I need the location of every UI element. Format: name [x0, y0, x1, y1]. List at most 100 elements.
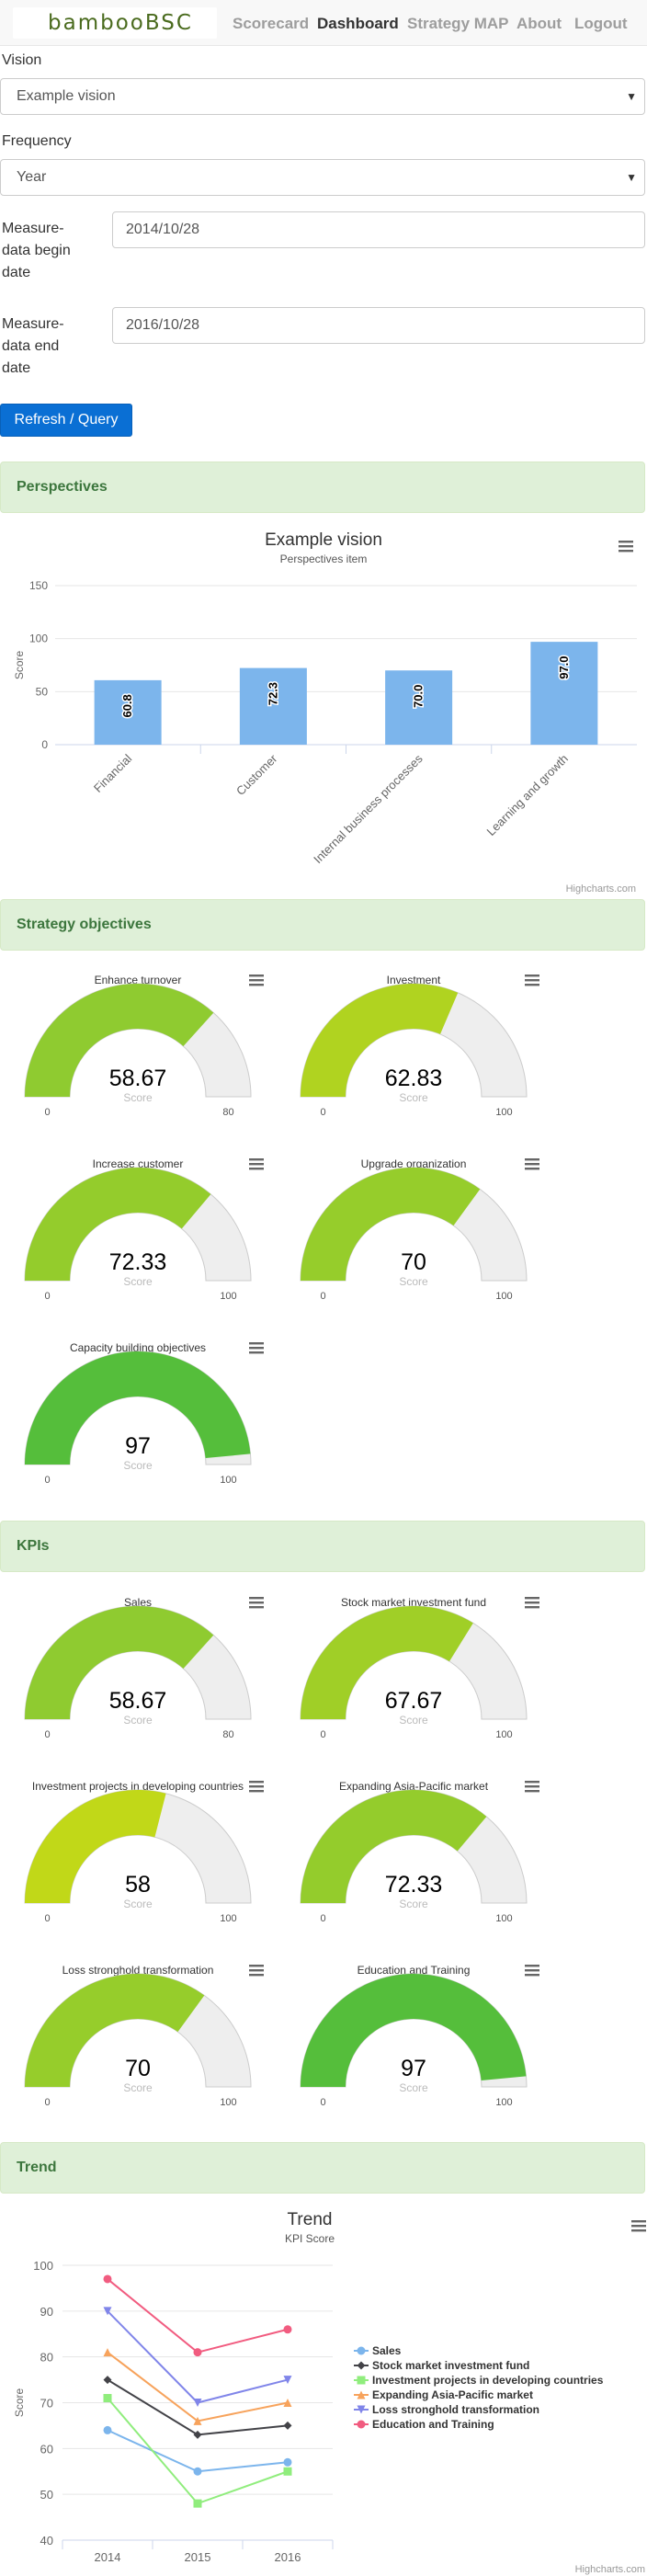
legend-marker	[357, 2420, 366, 2429]
caret-down-icon: ▼	[626, 171, 637, 184]
gauge-max-label: 100	[220, 1475, 236, 1486]
gauge-value: 58.67	[109, 1688, 167, 1714]
gauge-value: 72.33	[109, 1249, 167, 1275]
data-point-sales	[283, 2457, 292, 2467]
brand-logo[interactable]: bambooBSC	[13, 7, 217, 39]
gauge-value: 70	[125, 2056, 151, 2081]
legend-marker	[357, 2346, 366, 2355]
gauge-title: Upgrade organization	[361, 1157, 467, 1170]
menu-icon[interactable]	[630, 2219, 647, 2232]
gauge-label: Score	[399, 1091, 428, 1104]
data-point-loss-stronghold-transformation	[283, 2376, 292, 2385]
menu-icon[interactable]	[524, 1780, 540, 1793]
chart-title: Trend	[288, 2210, 333, 2229]
gauge-title: Loss stronghold transformation	[62, 1964, 214, 1977]
frequency-select[interactable]: Year ▼	[0, 159, 645, 196]
y-tick-label: 100	[29, 633, 48, 645]
end-date-input[interactable]	[112, 307, 645, 344]
gauge-min-label: 0	[44, 1913, 50, 1924]
gauge-min-label: 0	[320, 1107, 325, 1118]
y-tick-label: 100	[33, 2259, 53, 2273]
gauge-title: Sales	[124, 1596, 152, 1609]
bar-internal-business-processes	[385, 670, 453, 745]
vision-label: Vision	[2, 52, 42, 68]
menu-icon[interactable]	[248, 1341, 265, 1354]
nav-logout[interactable]: Logout	[574, 15, 628, 32]
gauge-max-label: 100	[495, 1291, 512, 1302]
gauge-max-label: 100	[220, 1291, 236, 1302]
gauge-title: Investment projects in developing countr…	[32, 1780, 244, 1793]
legend-marker	[357, 2405, 366, 2414]
menu-icon[interactable]	[248, 1964, 265, 1977]
nav-dashboard[interactable]: Dashboard	[317, 15, 399, 32]
y-tick-label: 70	[40, 2397, 53, 2411]
legend-item-investment-projects-in-developing-countries[interactable]: Investment projects in developing countr…	[372, 2374, 604, 2387]
end-date-label: Measure- data end date	[2, 316, 64, 376]
legend-item-sales[interactable]: Sales	[372, 2344, 402, 2357]
gauge-value-arc	[25, 1790, 166, 1903]
begin-date-label: Measure- data begin date	[2, 221, 71, 280]
perspectives-bar-chart: Example vision Perspectives item 0 50 100 150…	[13, 530, 637, 895]
menu-icon[interactable]	[248, 974, 265, 986]
menu-icon[interactable]	[524, 1964, 540, 1977]
nav-strategy-map[interactable]: Strategy MAP	[407, 15, 509, 32]
gauge-max-label: 100	[220, 1913, 236, 1924]
legend-item-loss-stronghold-transformation[interactable]: Loss stronghold transformation	[372, 2403, 539, 2416]
data-point-loss-stronghold-transformation	[193, 2399, 202, 2407]
bar-data-label: 60.8	[120, 694, 134, 717]
gauge-value: 58.67	[109, 1066, 167, 1091]
gauge-min-label: 0	[44, 1475, 50, 1486]
menu-icon[interactable]	[524, 1157, 540, 1170]
menu-icon[interactable]	[618, 540, 634, 553]
gauge-max-label: 80	[222, 1729, 233, 1740]
perspectives-header: Perspectives	[0, 462, 645, 513]
gauge-min-label: 0	[320, 2097, 325, 2108]
begin-date-input[interactable]	[112, 211, 645, 248]
legend-item-expanding-asia-pacific-market[interactable]: Expanding Asia-Pacific market	[372, 2388, 533, 2401]
nav-about[interactable]: About	[516, 15, 562, 32]
data-point-stock-market-investment-fund	[193, 2430, 202, 2439]
y-tick-label: 150	[29, 579, 48, 592]
gauge-label: Score	[399, 1898, 428, 1910]
gauge-value-arc	[25, 1168, 211, 1281]
refresh-query-button[interactable]: Refresh / Query	[0, 404, 132, 437]
y-tick-label: 50	[36, 685, 49, 698]
data-point-investment-projects-in-developing-countries	[103, 2394, 112, 2403]
series-line-investment-projects-in-developing-countries	[107, 2397, 289, 2505]
gauge-label: Score	[123, 1714, 153, 1727]
gauge-max-label: 100	[495, 1107, 512, 1118]
menu-icon[interactable]	[248, 1780, 265, 1793]
gauge-min-label: 0	[320, 1291, 325, 1302]
legend-item-education-and-training[interactable]: Education and Training	[372, 2418, 494, 2431]
x-tick-label: Learning and growth	[484, 752, 571, 838]
vision-select[interactable]: Example vision ▼	[0, 78, 645, 115]
x-tick-label: 2015	[185, 2550, 211, 2564]
gauge-value-arc	[301, 1974, 527, 2087]
gauge-value-arc	[25, 1351, 251, 1465]
x-tick-label: Financial	[91, 751, 134, 794]
gauge-title: Expanding Asia-Pacific market	[339, 1780, 489, 1793]
chart-title: Example vision	[265, 530, 382, 550]
legend-item-stock-market-investment-fund[interactable]: Stock market investment fund	[372, 2359, 529, 2372]
data-point-expanding-asia-pacific-market	[283, 2399, 292, 2407]
menu-icon[interactable]	[248, 1596, 265, 1609]
frequency-select-value: Year	[17, 169, 47, 185]
y-axis-label: Score	[13, 651, 26, 680]
data-point-education-and-training	[283, 2325, 292, 2334]
menu-icon[interactable]	[524, 1596, 540, 1609]
gauge-min-label: 0	[44, 2097, 50, 2108]
menu-icon[interactable]	[524, 974, 540, 986]
gauge-min-label: 0	[44, 1291, 50, 1302]
menu-icon[interactable]	[248, 1157, 265, 1170]
nav-scorecard[interactable]: Scorecard	[233, 15, 310, 32]
data-point-investment-projects-in-developing-countries	[283, 2467, 292, 2476]
gauge-label: Score	[123, 2081, 153, 2094]
bar-data-label: 97.0	[557, 655, 571, 678]
gauge-value: 70	[401, 1249, 426, 1275]
